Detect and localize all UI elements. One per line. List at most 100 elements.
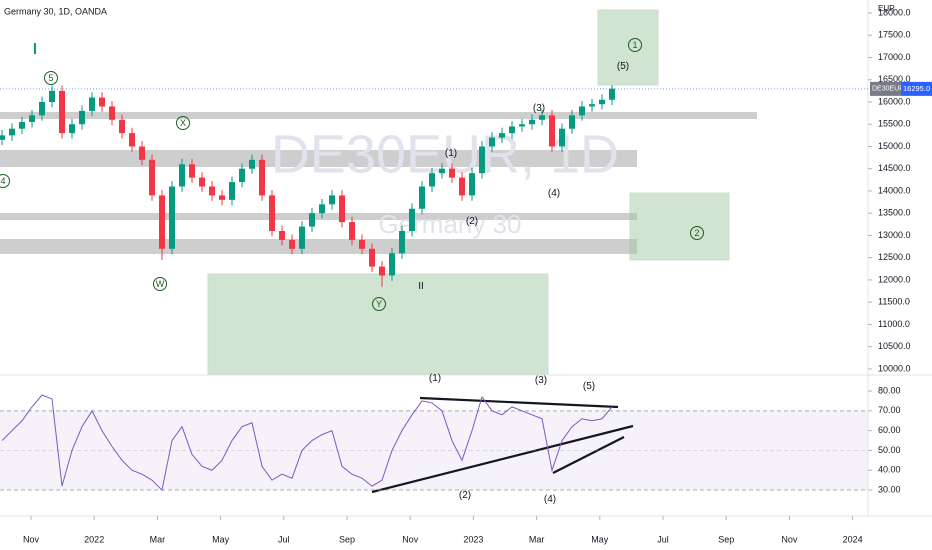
wave-circle	[44, 71, 58, 85]
candle-body	[249, 159, 255, 169]
trendline	[552, 436, 625, 474]
y-tick-label: 11500.0	[878, 297, 910, 307]
wave-circle	[0, 174, 10, 188]
y-tick-label: 10000.0	[878, 363, 911, 373]
candle-body	[19, 122, 25, 129]
candle-body	[39, 101, 45, 116]
y-tick-label: 13500.0	[878, 208, 911, 218]
candle-body	[149, 159, 155, 196]
currency: EUR	[878, 4, 895, 13]
y-tick-label: 15000.0	[878, 141, 911, 151]
candle-body	[469, 173, 475, 196]
y-tick-label: 17500.0	[878, 30, 911, 40]
candles	[0, 85, 615, 287]
y-tick-label: 16500.0	[878, 74, 911, 84]
wave-label: (4)	[548, 188, 560, 199]
wave-label: II	[418, 281, 424, 292]
candle-body	[589, 104, 595, 107]
x-tick-label: 2022	[84, 534, 104, 544]
wave-circle	[628, 38, 642, 52]
y2-tick-label: 50.00	[878, 445, 901, 455]
candle-body	[289, 239, 295, 249]
wave-label: (2)	[466, 216, 478, 227]
x-tick-label: May	[212, 534, 230, 544]
wave-label: X	[180, 118, 186, 128]
target-box	[207, 273, 549, 375]
candle-body	[339, 195, 345, 223]
x-tick-label: Mar	[529, 534, 545, 544]
y-tick-label: 17000.0	[878, 52, 911, 62]
candle-body	[569, 115, 575, 129]
y-tick-label: 14000.0	[878, 185, 911, 195]
wave-label: (3)	[533, 103, 545, 114]
y2-tick-label: 70.00	[878, 405, 901, 415]
y-tick-label: 16000.0	[878, 96, 911, 106]
candle-body	[579, 106, 585, 116]
y-tick-label: 15500.0	[878, 119, 911, 129]
candle-body	[419, 186, 425, 209]
candle-body	[29, 115, 35, 123]
wave-label: (5)	[617, 61, 629, 72]
x-tick-label: Sep	[339, 534, 355, 544]
candle-body	[519, 124, 525, 127]
wave-label: (4)	[544, 494, 556, 505]
candle-body	[369, 248, 375, 267]
wave-circle	[690, 226, 704, 240]
chart-title: Germany 30, 1D, OANDA	[4, 6, 107, 16]
candle-body	[79, 110, 85, 125]
candle-body	[0, 135, 5, 140]
y2-tick-label: 40.00	[878, 465, 901, 475]
wave-label: Y	[376, 299, 382, 309]
candle-body	[49, 90, 55, 102]
y2-tick-label: 60.00	[878, 425, 901, 435]
candle-body	[9, 128, 15, 136]
x-tick-label: Nov	[402, 534, 419, 544]
y-tick-label: 12000.0	[878, 274, 911, 284]
candle-body	[89, 97, 95, 111]
y-tick-label: 11000.0	[878, 319, 910, 329]
x-tick-label: 2024	[843, 534, 863, 544]
candle-body	[119, 119, 125, 134]
candle-body	[459, 177, 465, 196]
candle-body	[109, 106, 115, 120]
candle-body	[439, 168, 445, 174]
wave-label: (2)	[459, 490, 471, 501]
zone	[0, 213, 637, 220]
wave-circle	[153, 277, 167, 291]
candle-body	[209, 186, 215, 196]
candle-body	[509, 126, 515, 134]
symbol-tag: DE30EUR	[872, 86, 904, 93]
wave-label: 1	[632, 40, 637, 50]
y-tick-label: 18000.0	[878, 7, 911, 17]
trendline	[419, 396, 619, 409]
candle-body	[529, 119, 535, 125]
x-tick-label: Mar	[150, 534, 166, 544]
wave-label: 4	[0, 176, 5, 186]
candle-body	[549, 115, 555, 147]
candle-body	[169, 186, 175, 249]
candle-body	[159, 195, 165, 249]
candle-body	[299, 226, 305, 249]
rsi-line	[1, 394, 613, 492]
x-tick-label: Nov	[781, 534, 798, 544]
candle-body	[139, 146, 145, 160]
y-tick-label: 12500.0	[878, 252, 911, 262]
candle-body	[189, 164, 195, 178]
candle-body	[319, 204, 325, 214]
wave-label: (1)	[429, 373, 441, 384]
candle-body	[429, 173, 435, 187]
candle-body	[409, 208, 415, 231]
x-tick-label: Sep	[718, 534, 734, 544]
candle-body	[379, 266, 385, 276]
trendline	[371, 424, 634, 494]
candle-body	[359, 239, 365, 249]
candle-body	[179, 164, 185, 187]
wave-label: 2	[694, 228, 699, 238]
last-price-label: 16295.0	[903, 84, 930, 93]
candle-body	[449, 168, 455, 178]
wave-circle	[372, 297, 386, 311]
last-price-bg	[901, 81, 932, 96]
candle-body	[349, 222, 355, 240]
candle-body	[59, 90, 65, 134]
